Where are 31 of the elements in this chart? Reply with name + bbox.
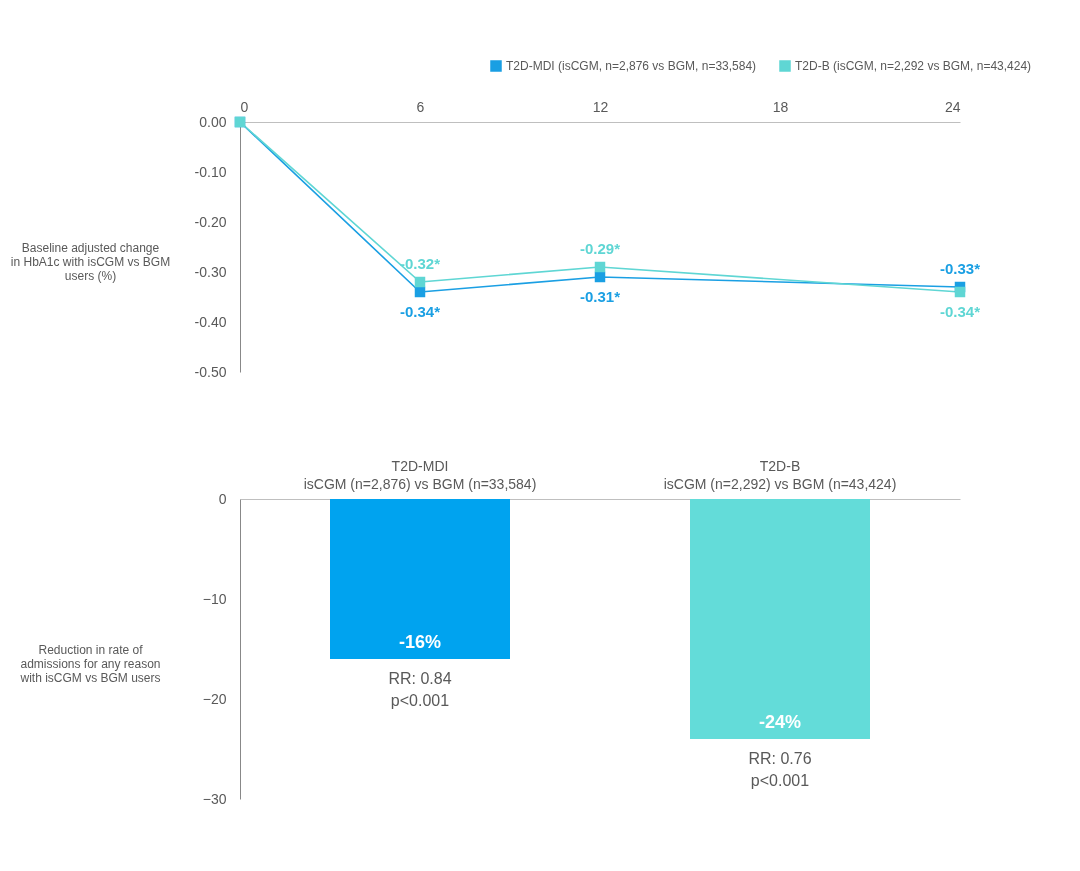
x-tick-label: 6 bbox=[416, 98, 425, 115]
y-tick-label: −30 bbox=[202, 790, 227, 807]
data-label: -16% bbox=[398, 632, 442, 652]
x-tick-label: 12 bbox=[592, 98, 609, 115]
x-tick-label: T2D-B isCGM (n=2,292) vs BGM (n=43,424) bbox=[663, 457, 897, 492]
legend-label: T2D-B (isCGM, n=2,292 vs BGM, n=43,424) bbox=[795, 59, 1032, 73]
y-tick-label: -0.50 bbox=[194, 363, 227, 380]
data-label: -24% bbox=[758, 712, 802, 732]
data-label: -0.32* bbox=[399, 255, 441, 272]
x-tick-label: 0 bbox=[240, 98, 249, 115]
y-tick-label: −10 bbox=[202, 590, 227, 607]
y-tick-label: -0.30 bbox=[194, 263, 227, 280]
legend-label: T2D-MDI (isCGM, n=2,876 vs BGM, n=33,584) bbox=[506, 59, 757, 73]
data-label: -0.31* bbox=[579, 288, 621, 305]
y-tick-label: 0 bbox=[218, 490, 227, 507]
y-axis-title: Reduction in rate of admissions for any reason with isCGM vs BGM users bbox=[19, 642, 161, 685]
data-label: -0.29* bbox=[579, 240, 621, 257]
data-label: -0.34* bbox=[399, 303, 441, 320]
data-label: -0.33* bbox=[939, 260, 981, 277]
y-tick-label: -0.40 bbox=[194, 313, 227, 330]
x-tick-label: T2D-MDI isCGM (n=2,876) vs BGM (n=33,584) bbox=[303, 457, 537, 492]
annotation: RR: 0.76 p<0.001 bbox=[748, 750, 812, 789]
y-tick-label: -0.20 bbox=[194, 213, 227, 230]
y-axis-title: Baseline adjusted change in HbA1c with isCGM vs BGM users (%) bbox=[10, 240, 171, 283]
x-tick-label: 18 bbox=[772, 98, 789, 115]
y-tick-label: −20 bbox=[202, 690, 227, 707]
x-tick-label: 24 bbox=[944, 98, 961, 115]
annotation: RR: 0.84 p<0.001 bbox=[388, 670, 452, 709]
y-tick-label: -0.10 bbox=[194, 163, 227, 180]
data-label: -0.34* bbox=[939, 303, 981, 320]
y-tick-label: 0.00 bbox=[199, 113, 227, 130]
